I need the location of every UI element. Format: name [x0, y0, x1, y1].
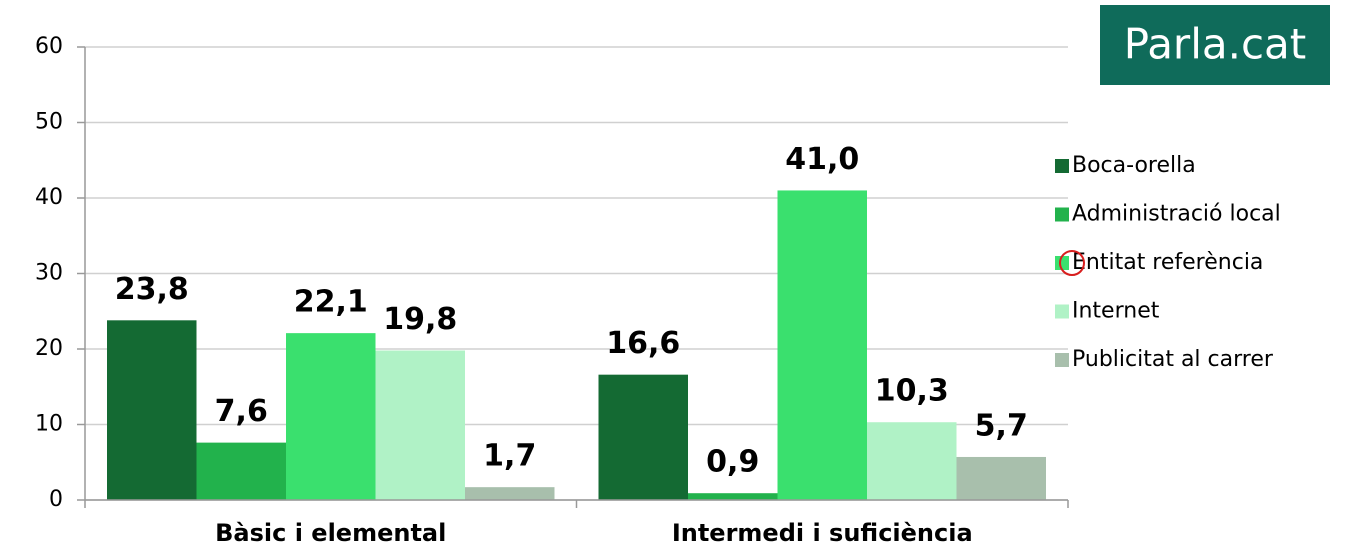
bar — [598, 374, 688, 500]
legend-marker — [1055, 207, 1069, 222]
value-label: 16,6 — [606, 326, 680, 361]
bar — [465, 487, 555, 500]
value-label: 41,0 — [785, 142, 859, 177]
bar — [867, 422, 957, 500]
bar — [196, 442, 286, 500]
value-label: 10,3 — [875, 374, 949, 409]
value-label: 22,1 — [294, 285, 368, 320]
y-tick-label: 40 — [35, 185, 63, 210]
value-label: 0,9 — [706, 445, 759, 480]
value-label: 19,8 — [383, 302, 457, 337]
legend-label: Internet — [1072, 299, 1160, 324]
legend-label: Entitat referència — [1072, 250, 1263, 275]
bar — [777, 190, 867, 500]
bar — [688, 493, 778, 500]
legend-marker — [1055, 256, 1069, 270]
value-label: 23,8 — [115, 272, 189, 307]
legend-marker — [1055, 353, 1069, 367]
legend-label: Publicitat al carrer — [1072, 347, 1274, 372]
y-tick-label: 20 — [35, 336, 63, 361]
y-tick-label: 60 — [35, 34, 63, 59]
bar — [107, 320, 197, 500]
value-label: 7,6 — [215, 394, 268, 429]
chart-title: Parla.cat — [1124, 20, 1307, 69]
x-tick-label: Intermedi i suficiència — [672, 519, 973, 547]
x-tick-label: Bàsic i elemental — [215, 519, 446, 547]
value-label: 5,7 — [975, 408, 1028, 443]
bar — [286, 333, 376, 500]
y-tick-label: 30 — [35, 261, 63, 286]
y-tick-label: 0 — [49, 487, 63, 512]
legend-label: Administració local — [1072, 202, 1281, 227]
value-label: 1,7 — [483, 439, 536, 474]
highlight-circle — [1059, 250, 1085, 276]
y-tick-label: 50 — [35, 110, 63, 135]
legend-marker — [1055, 159, 1069, 173]
bar — [956, 456, 1046, 500]
legend-label: Boca-orella — [1072, 153, 1196, 178]
y-tick-label: 10 — [35, 412, 63, 437]
bar — [375, 350, 465, 500]
title-box — [1100, 5, 1330, 85]
legend-marker — [1055, 304, 1069, 319]
